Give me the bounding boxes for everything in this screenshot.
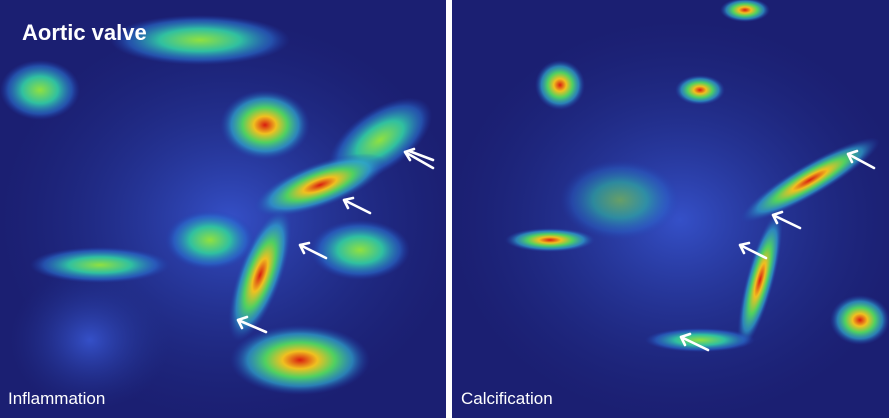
signal [0,60,80,120]
signal [830,295,889,345]
signal [560,160,680,240]
figure: Aortic valve Inflammation Calcification [0,0,889,418]
signal [230,325,370,395]
panel-label: Inflammation [8,389,105,408]
signal [30,247,170,283]
signal [505,228,595,252]
right-panel: Calcification [450,0,889,418]
title: Aortic valve [22,20,147,45]
signal [310,220,410,280]
signal [645,328,755,352]
signal [220,90,310,160]
signal [165,210,255,270]
left-panel: Aortic valve Inflammation [0,0,460,418]
page: Aortic valve Inflammation Calcification … [0,0,889,418]
signal [535,60,585,110]
signal [675,75,725,105]
panel-label: Calcification [461,389,553,408]
